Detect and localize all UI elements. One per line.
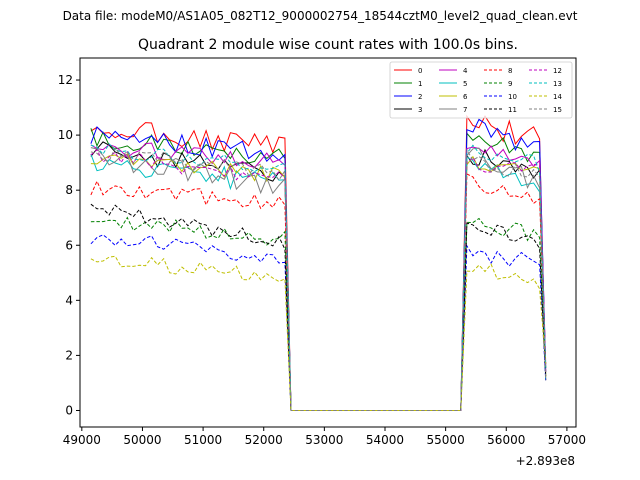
legend-label-4: 4 bbox=[463, 67, 468, 75]
legend-label-13: 13 bbox=[553, 80, 562, 88]
y-tick-label: 2 bbox=[65, 348, 73, 362]
y-tick-label: 6 bbox=[65, 238, 73, 252]
legend-label-11: 11 bbox=[508, 106, 517, 114]
series-line-12 bbox=[90, 149, 547, 411]
series-line-11 bbox=[90, 203, 547, 411]
x-axis: 49000 50000 51000 52000 53000 54000 55000 56000… bbox=[63, 427, 586, 447]
series-group bbox=[90, 114, 547, 411]
legend-label-8: 8 bbox=[508, 67, 512, 75]
chart-title: Quadrant 2 module wise count rates with … bbox=[138, 37, 518, 53]
series-line-0 bbox=[90, 114, 547, 411]
legend-label-1: 1 bbox=[418, 80, 422, 88]
series-line-7 bbox=[90, 147, 547, 411]
x-tick-label: 55000 bbox=[427, 433, 465, 447]
y-tick-label: 10 bbox=[58, 128, 73, 142]
x-tick-label: 56000 bbox=[487, 433, 525, 447]
series-line-14 bbox=[90, 255, 547, 411]
y-tick-label: 8 bbox=[65, 183, 73, 197]
y-tick-label: 12 bbox=[58, 73, 73, 87]
legend-label-5: 5 bbox=[463, 80, 467, 88]
legend-label-14: 14 bbox=[553, 93, 562, 101]
x-tick-label: 51000 bbox=[184, 433, 222, 447]
legend-label-6: 6 bbox=[463, 93, 468, 101]
series-line-1 bbox=[90, 128, 547, 411]
x-tick-label: 57000 bbox=[548, 433, 586, 447]
series-line-6 bbox=[90, 153, 547, 411]
y-axis: 0 2 4 6 8 10 12 bbox=[58, 73, 80, 417]
legend-label-3: 3 bbox=[418, 106, 422, 114]
legend-label-2: 2 bbox=[418, 93, 422, 101]
legend-label-15: 15 bbox=[553, 106, 562, 114]
legend-label-10: 10 bbox=[508, 93, 517, 101]
x-tick-label: 54000 bbox=[366, 433, 404, 447]
series-line-2 bbox=[90, 118, 547, 411]
series-line-15 bbox=[90, 146, 547, 411]
series-line-10 bbox=[90, 234, 547, 411]
x-offset-label: +2.893e8 bbox=[516, 454, 575, 468]
x-tick-label: 53000 bbox=[305, 433, 343, 447]
series-line-13 bbox=[90, 143, 547, 411]
legend-label-9: 9 bbox=[508, 80, 512, 88]
plot-area: 49000 50000 51000 52000 53000 54000 55000 56000… bbox=[58, 57, 586, 468]
x-tick-label: 50000 bbox=[123, 433, 161, 447]
legend-frame bbox=[389, 61, 573, 119]
figure-suptitle: Data file: modeM0/AS1A05_082T12_90000027… bbox=[63, 9, 578, 23]
y-tick-label: 0 bbox=[65, 403, 73, 417]
series-line-8 bbox=[90, 173, 547, 411]
y-tick-label: 4 bbox=[65, 293, 73, 307]
axes-frame bbox=[79, 57, 577, 428]
x-tick-label: 49000 bbox=[63, 433, 101, 447]
series-line-3 bbox=[90, 141, 547, 411]
series-line-4 bbox=[90, 142, 547, 411]
legend-label-0: 0 bbox=[418, 67, 422, 75]
x-tick-label: 52000 bbox=[245, 433, 283, 447]
series-line-9 bbox=[90, 216, 547, 411]
legend-label-7: 7 bbox=[463, 106, 467, 114]
legend-label-12: 12 bbox=[553, 67, 562, 75]
